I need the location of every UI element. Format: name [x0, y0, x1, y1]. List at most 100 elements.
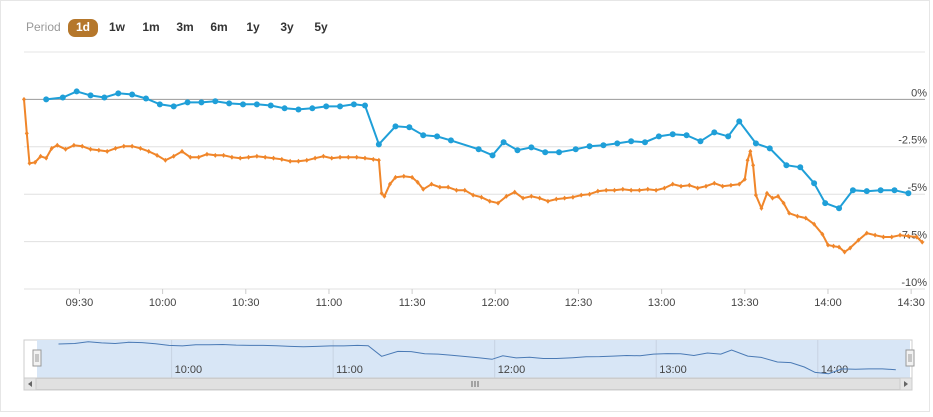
point-marker	[711, 129, 718, 136]
point-marker	[33, 159, 38, 165]
point-marker	[213, 152, 218, 158]
point-marker	[587, 191, 592, 197]
navigator-handle[interactable]	[905, 349, 915, 367]
point-marker	[687, 182, 692, 188]
point-marker	[323, 103, 330, 110]
point-marker	[837, 244, 842, 250]
x-tick-label: 11:00	[316, 297, 343, 309]
point-marker	[877, 187, 884, 194]
x-tick-label: 09:30	[66, 297, 94, 309]
point-marker	[641, 139, 648, 146]
point-marker	[240, 101, 247, 108]
point-marker	[831, 243, 836, 249]
point-marker	[764, 190, 769, 196]
point-marker	[842, 249, 847, 255]
y-tick-label: 0%	[911, 87, 927, 99]
point-marker	[198, 99, 205, 106]
scroll-grip	[471, 381, 479, 387]
point-marker	[204, 151, 209, 157]
point-marker	[22, 96, 26, 102]
point-marker	[429, 181, 434, 187]
point-marker	[863, 188, 870, 195]
point-marker	[820, 231, 825, 237]
point-marker	[115, 90, 122, 97]
navigator-tick-label: 14:00	[821, 364, 849, 376]
point-marker	[226, 100, 233, 107]
point-marker	[537, 195, 542, 201]
point-marker	[410, 174, 415, 180]
period-button[interactable]: 1d	[76, 20, 90, 34]
point-marker	[479, 194, 484, 200]
navigator-line	[58, 341, 896, 375]
point-marker	[620, 186, 625, 192]
point-marker	[595, 188, 600, 194]
point-marker	[500, 139, 507, 146]
period-button[interactable]: 3y	[280, 20, 294, 34]
period-button[interactable]: 3m	[176, 20, 193, 34]
point-marker	[645, 186, 650, 192]
point-marker	[914, 234, 919, 240]
point-marker	[812, 221, 817, 227]
point-marker	[920, 239, 925, 245]
x-tick-label: 11:30	[399, 297, 426, 309]
point-marker	[267, 102, 274, 109]
x-tick-label: 13:30	[731, 297, 759, 309]
point-marker	[556, 149, 563, 156]
point-marker	[579, 192, 584, 198]
point-marker	[309, 105, 316, 112]
point-marker	[752, 140, 759, 147]
point-marker	[80, 143, 85, 149]
point-marker	[703, 183, 708, 189]
point-marker	[905, 190, 912, 197]
point-marker	[279, 156, 284, 162]
point-marker	[787, 210, 792, 216]
point-marker	[170, 103, 177, 110]
point-marker	[254, 153, 259, 159]
point-marker	[898, 232, 903, 238]
navigator-handle[interactable]	[32, 349, 42, 367]
point-marker	[873, 232, 878, 238]
point-marker	[155, 152, 160, 158]
point-marker	[212, 98, 219, 105]
point-marker	[304, 157, 309, 163]
point-marker	[49, 145, 54, 151]
point-marker	[781, 200, 786, 206]
period-button[interactable]: 1y	[246, 20, 260, 34]
period-button[interactable]: 1m	[142, 20, 159, 34]
period-buttons: 1d 1w 1m 3m 6m 1y 3y 5y	[68, 19, 328, 37]
point-marker	[246, 154, 251, 160]
period-button-bg[interactable]	[68, 19, 98, 37]
point-marker	[401, 173, 406, 179]
point-marker	[101, 94, 108, 101]
point-marker	[669, 131, 676, 138]
scrollbar-thumb[interactable]	[35, 378, 901, 390]
point-marker	[63, 146, 68, 152]
point-marker	[600, 142, 607, 149]
point-marker	[129, 91, 136, 98]
point-marker	[604, 187, 609, 193]
point-marker	[376, 157, 381, 163]
point-marker	[434, 133, 441, 140]
navigator-handle-grip	[35, 354, 39, 362]
point-marker	[354, 154, 359, 160]
period-button[interactable]: 6m	[210, 20, 227, 34]
point-marker	[454, 187, 459, 193]
point-marker	[447, 137, 454, 144]
scrollbar	[23, 377, 913, 391]
point-marker	[73, 88, 80, 95]
point-marker	[856, 237, 861, 243]
point-marker	[96, 147, 101, 153]
point-marker	[288, 158, 293, 164]
point-marker	[586, 143, 593, 150]
point-marker	[766, 145, 773, 152]
point-marker	[748, 148, 753, 154]
point-marker	[146, 148, 151, 154]
point-marker	[163, 157, 168, 163]
point-marker	[462, 187, 467, 193]
period-button[interactable]: 1w	[109, 20, 126, 34]
period-button[interactable]: 5y	[314, 20, 328, 34]
navigator-tick-label: 11:00	[336, 364, 363, 376]
point-marker	[142, 95, 149, 102]
point-marker	[253, 101, 260, 108]
